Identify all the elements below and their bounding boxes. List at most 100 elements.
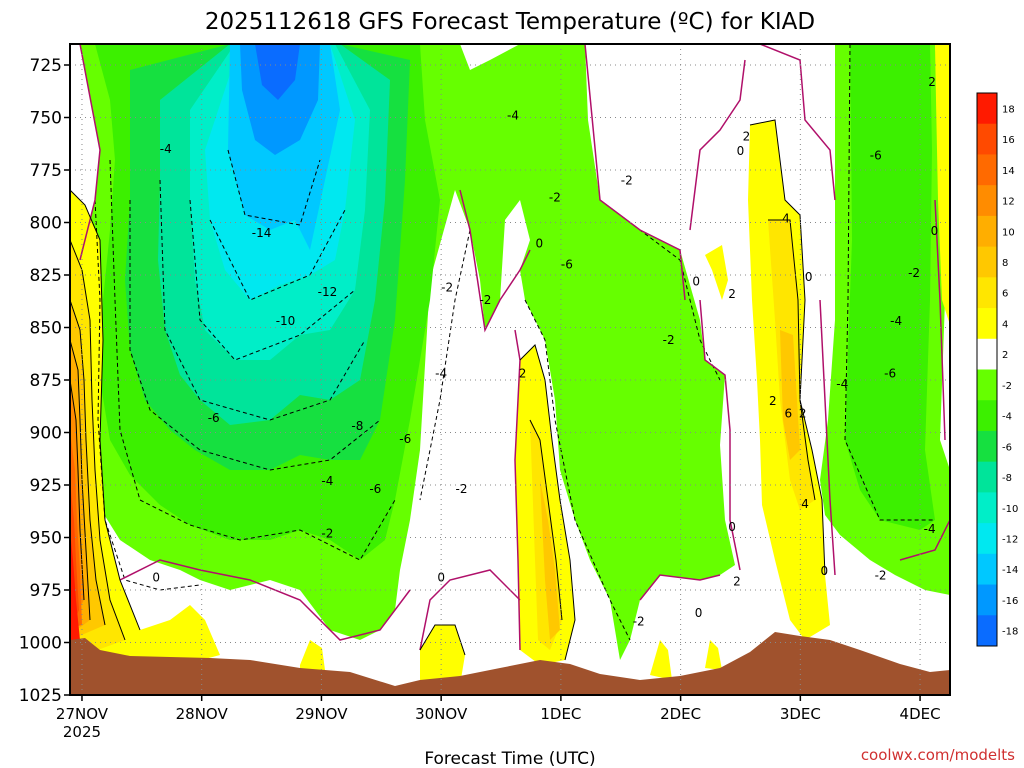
contour-label: -2	[908, 266, 920, 280]
contour-label: 2	[733, 575, 741, 589]
x-tick-label-4DEC: 4DEC	[900, 705, 941, 723]
band-plus-2-2dec-low	[650, 640, 672, 680]
colorbar-tick--14: -14	[1002, 565, 1018, 576]
contour-label: 0	[695, 606, 703, 620]
contour-label: -2	[621, 174, 633, 188]
band-plus-16-west	[70, 530, 80, 640]
contour-label: 0	[152, 570, 160, 584]
colorbar-swatch	[977, 154, 997, 186]
colorbar-swatch	[977, 338, 997, 370]
contour-label: -10	[276, 314, 296, 328]
colorbar-tick--4: -4	[1002, 412, 1012, 423]
contour-label: -12	[318, 285, 338, 299]
band-plus-2-east	[935, 44, 950, 325]
contour-label: -4	[836, 377, 848, 391]
colorbar-tick--6: -6	[1002, 442, 1012, 453]
band-plus-2-30nov	[420, 625, 465, 690]
colorbar-frame	[976, 92, 998, 647]
colorbar-swatch	[977, 461, 997, 493]
contour-label: -2	[549, 190, 561, 204]
colorbar-tick-6: 6	[1002, 289, 1008, 300]
colorbar-tick-4: 4	[1002, 319, 1008, 330]
x-tick-label-2DEC: 2DEC	[660, 705, 701, 723]
x-tick-label-27NOV: 27NOV	[56, 705, 109, 723]
contour-label: 0	[536, 237, 544, 251]
colorbar-swatch	[977, 523, 997, 555]
y-tick-label-825: 825	[30, 266, 62, 286]
temperature-field	[70, 44, 950, 695]
contour-label: -6	[208, 411, 220, 425]
contour-label: -4	[435, 367, 447, 381]
contour-label: 0	[692, 274, 700, 288]
colorbar: 18 16 14 12 10 8 6 4 2 -2 -4 -6 -8 -10 -12 -14 -16 -18	[976, 92, 1018, 647]
contour-label: -6	[870, 148, 882, 162]
contour-label: 2	[769, 394, 777, 408]
contour-label: -6	[884, 367, 896, 381]
x-axis-label: Forecast Time (UTC)	[424, 749, 595, 768]
x-tick-label-30NOV: 30NOV	[415, 705, 468, 723]
y-tick-label-925: 925	[30, 476, 62, 496]
colorbar-swatch	[977, 246, 997, 278]
y-tick-label-900: 900	[30, 424, 62, 444]
band-plus-2-west	[70, 190, 220, 695]
contour-labels: -4 -14 -12 -10 -6 -8 -6 -4 -6 -2 0 -2 -4 -2 -2 0 -6 -2 -4 -…	[152, 75, 938, 629]
contour-label: 0	[805, 270, 813, 284]
y-axis: 725 750 775 800 825 850 875 900 925 950 975 1000 102…	[19, 56, 70, 706]
contour-label: -2	[441, 281, 453, 295]
y-tick-label-800: 800	[30, 214, 62, 234]
x-tick-label-28NOV: 28NOV	[176, 705, 229, 723]
x-tick-label-1DEC: 1DEC	[540, 705, 581, 723]
contour-label: 4	[801, 497, 809, 511]
zero-contours	[79, 44, 950, 651]
contour-label: 0	[728, 520, 736, 534]
band-minus-4-east	[845, 44, 935, 530]
contour-label: -2	[321, 526, 333, 540]
colorbar-tick-2: 2	[1002, 350, 1008, 361]
colorbar-tick-10: 10	[1002, 227, 1015, 238]
contour-label: -6	[561, 258, 573, 272]
colorbar-swatch	[977, 215, 997, 248]
contour-label: 4	[782, 211, 790, 225]
contour-label: -4	[890, 314, 902, 328]
credit-link[interactable]: coolwx.com/modelts	[861, 746, 1015, 764]
contour-label: -8	[351, 419, 363, 433]
contour-label: 2	[519, 367, 527, 381]
grid	[70, 44, 950, 695]
contour-label: -2	[633, 615, 645, 629]
contour-label: -4	[507, 108, 519, 122]
x-tick-label-29NOV: 29NOV	[295, 705, 348, 723]
colorbar-tick-12: 12	[1002, 197, 1015, 208]
contour-label: -4	[321, 474, 333, 488]
contour-label: 2	[928, 75, 936, 89]
y-tick-label-1000: 1000	[19, 634, 62, 654]
x-tick-sublabel: 2025	[63, 723, 101, 741]
plot-frame	[69, 43, 951, 696]
colorbar-swatch	[977, 492, 997, 524]
contour-label: -2	[875, 568, 887, 582]
band-plus-6-1dec	[540, 480, 560, 640]
contour-label: -4	[160, 142, 172, 156]
contour-label: -6	[399, 432, 411, 446]
y-tick-label-975: 975	[30, 581, 62, 601]
x-tick-label-3DEC: 3DEC	[780, 705, 821, 723]
y-tick-label-850: 850	[30, 319, 62, 339]
colorbar-tick-18: 18	[1002, 104, 1015, 115]
colorbar-swatch	[977, 553, 997, 586]
colorbar-tick-16: 16	[1002, 135, 1015, 146]
band-plus-2-2dec	[705, 245, 728, 300]
contour-label: -2	[479, 293, 491, 307]
colorbar-swatch	[977, 400, 997, 432]
positive-contours	[70, 119, 826, 661]
colorbar-swatch	[977, 584, 997, 616]
contour-label: 2	[728, 287, 736, 301]
colorbar-swatch	[977, 308, 997, 340]
colorbar-tick-8: 8	[1002, 258, 1008, 269]
band-plus-6-3dec	[780, 330, 800, 460]
contour-label: -2	[663, 333, 675, 347]
colorbar-swatch	[977, 430, 997, 463]
terrain	[70, 632, 950, 695]
colorbar-tick--12: -12	[1002, 534, 1018, 545]
colorbar-tick-14: 14	[1002, 166, 1015, 177]
chart-title: 2025112618 GFS Forecast Temperature (ºC)…	[205, 9, 815, 35]
